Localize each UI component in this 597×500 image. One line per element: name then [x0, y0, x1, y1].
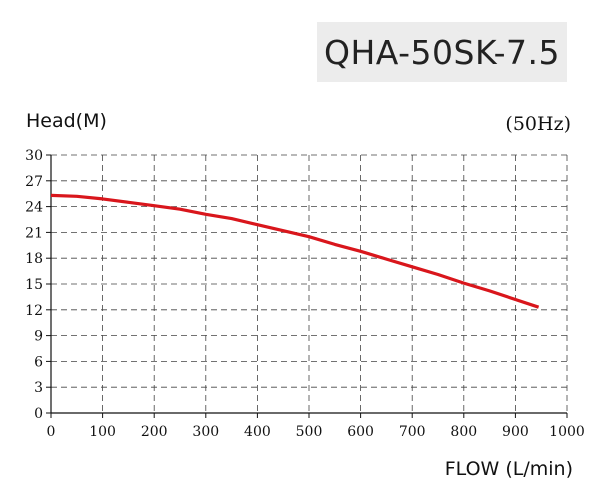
x-tick-label: 900	[502, 424, 529, 440]
y-tick-label: 15	[25, 277, 43, 293]
y-tick-label: 18	[25, 251, 43, 267]
x-tick-label: 400	[244, 424, 271, 440]
x-tick-label: 600	[347, 424, 374, 440]
y-axis-label: Head(M)	[26, 110, 107, 132]
y-tick-label: 30	[25, 148, 43, 164]
x-tick-label: 200	[141, 424, 168, 440]
y-tick-label: 9	[34, 329, 43, 345]
x-tick-label: 500	[296, 424, 323, 440]
x-tick-label: 300	[192, 424, 219, 440]
x-tick-label: 0	[47, 424, 56, 440]
y-tick-label: 24	[25, 200, 43, 216]
y-tick-label: 0	[34, 406, 43, 422]
x-tick-label: 1000	[549, 424, 585, 440]
x-tick-label: 100	[89, 424, 116, 440]
y-tick-label: 6	[34, 354, 43, 370]
x-axis-label: FLOW (L/min)	[444, 458, 573, 480]
head-flow-curve	[50, 193, 540, 309]
y-tick-label: 3	[34, 380, 43, 396]
model-badge: QHA-50SK-7.5	[317, 22, 567, 82]
x-tick-label: 800	[450, 424, 477, 440]
y-tick-label: 27	[25, 174, 43, 190]
y-tick-label: 21	[25, 225, 43, 241]
frequency-label: (50Hz)	[505, 113, 571, 135]
x-tick-label: 700	[399, 424, 426, 440]
y-tick-label: 12	[25, 303, 43, 319]
